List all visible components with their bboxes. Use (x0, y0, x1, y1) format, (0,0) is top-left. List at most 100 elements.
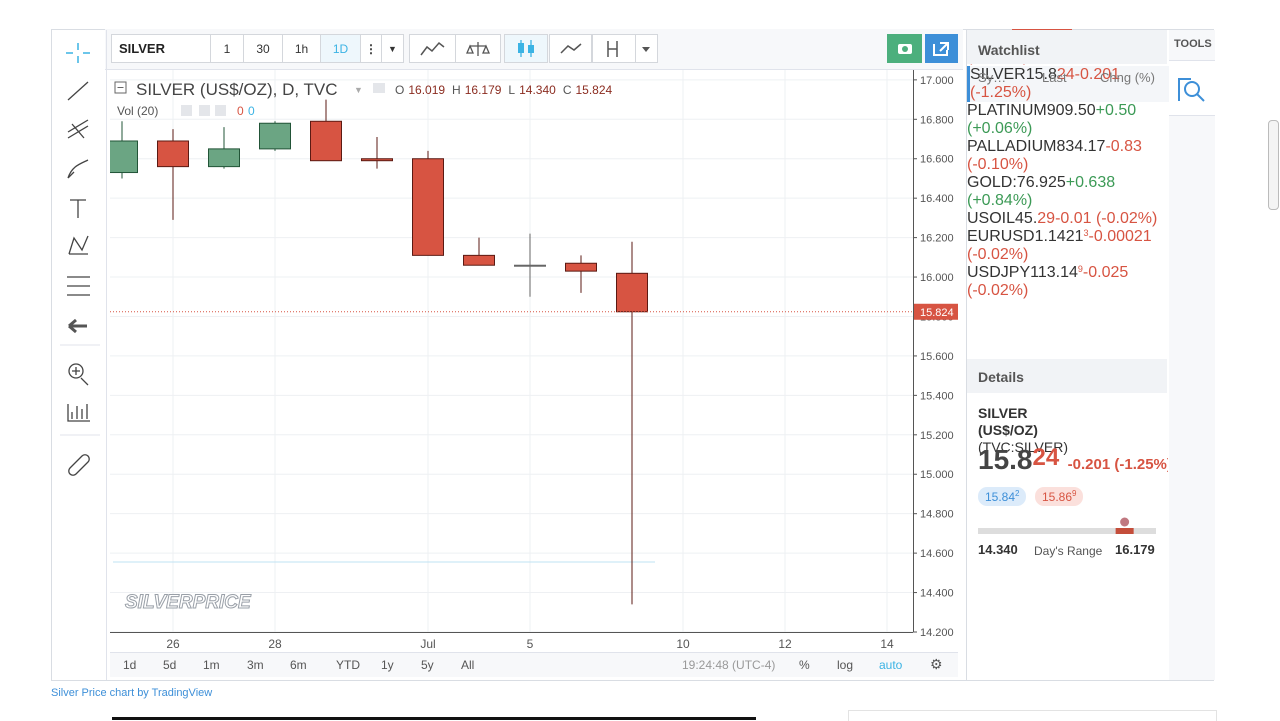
dropdown-button[interactable]: ▼ (381, 34, 404, 63)
day-high: 16.179 (1115, 542, 1155, 557)
candle-body (616, 272, 648, 313)
volume-remove[interactable] (215, 105, 226, 116)
watchlist-row[interactable]: USOIL45.29-0.01 (-0.02%) (967, 210, 1169, 228)
text-tool[interactable] (70, 199, 86, 218)
hide-tool[interactable] (68, 318, 87, 334)
range-button[interactable]: 6m (290, 658, 307, 672)
magnet-tool[interactable] (68, 454, 90, 476)
y-tick-label: 15.400 (920, 390, 954, 402)
symbol: PALLADIUM (967, 138, 1057, 155)
interval-button[interactable]: 1 (210, 34, 244, 63)
icon (607, 41, 618, 57)
interval-button[interactable]: 30 (243, 34, 283, 63)
measure-tool[interactable] (67, 404, 90, 422)
watchlist-row[interactable]: SILVER15.824-0.201 (-1.25%) (967, 66, 1169, 102)
watchlist-row[interactable]: PLATINUM909.50+0.50 (+0.06%) (967, 102, 1169, 138)
x-tick-label: 28 (268, 637, 282, 651)
legend-key: O (395, 83, 404, 97)
crosshair-tool[interactable] (66, 43, 90, 63)
legend-key: L (508, 83, 515, 97)
search-icon (1178, 78, 1205, 102)
watchlist-row[interactable]: USDJPY113.149-0.025 (-0.02%) (967, 264, 1169, 300)
pattern-tool[interactable] (68, 235, 89, 255)
x-tick-label: 10 (676, 637, 690, 651)
range-button[interactable]: 5y (421, 658, 434, 672)
details-price-tail: 24 (1032, 444, 1060, 471)
zoom-tool[interactable] (68, 363, 89, 386)
last-price-tail: 29 (1037, 210, 1056, 227)
watchlist-row[interactable]: PALLADIUM834.17-0.83 (-0.10%) (967, 138, 1169, 174)
last-price-tail: 24 (1056, 66, 1075, 83)
last-price: 45.29 (1015, 210, 1055, 227)
y-tick-label: 15.000 (920, 469, 954, 481)
collapse-button[interactable] (114, 81, 127, 94)
settings-icon[interactable] (373, 83, 385, 93)
icon (642, 47, 650, 52)
column-header[interactable]: Chng (%) (1100, 70, 1155, 85)
more-button[interactable]: ⋮ (360, 34, 382, 63)
drawing-tool-icons (60, 43, 100, 476)
range-button[interactable]: All (461, 658, 475, 672)
range-button[interactable]: 5d (163, 658, 177, 672)
candle-body (514, 264, 546, 267)
details-exchange: (TVC:SILVER) (978, 439, 1068, 455)
volume-hide[interactable] (199, 105, 210, 116)
watchlist-header: Watchlist (967, 30, 1167, 64)
range-button[interactable]: 1y (381, 658, 394, 672)
volume-settings[interactable] (181, 105, 192, 116)
icon (466, 42, 490, 56)
column-header[interactable]: Sy… (978, 70, 1007, 85)
y-tick-label: 14.600 (920, 548, 954, 560)
title-dropdown[interactable]: ▼ (354, 85, 363, 95)
clock: 19:24:48 (UTC-4) (682, 658, 776, 672)
last-price: 113.149 (1030, 264, 1083, 281)
brush-tool[interactable] (67, 159, 89, 179)
y-tick-label: 16.600 (920, 154, 954, 166)
indicators-button[interactable] (409, 34, 456, 63)
ask: 15.86 (1042, 490, 1073, 504)
y-tick-label: 15.200 (920, 430, 954, 442)
scale-option[interactable]: % (799, 658, 810, 672)
tools-panel: TOOLS (1169, 30, 1215, 680)
tools-tab[interactable] (1169, 60, 1215, 116)
candle-body (157, 140, 189, 168)
range-button[interactable]: YTD (336, 658, 360, 672)
range-track (978, 528, 1156, 534)
fib-tool[interactable] (67, 276, 90, 296)
details-price: 15.8 (978, 444, 1033, 475)
settings-button[interactable]: ⚙ (930, 656, 943, 672)
range-button[interactable]: 1d (123, 658, 137, 672)
watchlist-title: Watchlist (978, 42, 1040, 58)
y-tick-label: 14.200 (920, 627, 954, 639)
icon (560, 43, 582, 54)
range-button[interactable]: 1m (203, 658, 220, 672)
scrollbar[interactable] (1268, 120, 1279, 210)
last-price: 1.14213 (1035, 228, 1089, 245)
x-tick-label: 14 (880, 637, 894, 651)
details-symbol: SILVER (US$/OZ) (TVC:SILVER) (978, 405, 1088, 456)
footer-link[interactable]: Silver Price chart by TradingView (51, 687, 213, 699)
legend-value: 14.340 (519, 83, 556, 97)
y-tick-label: 16.800 (920, 114, 954, 126)
interval-button[interactable]: 1D (320, 34, 361, 63)
change: -0.83 (-0.10%) (967, 138, 1142, 173)
scale-option[interactable]: auto (879, 658, 903, 672)
candle-body (259, 122, 291, 150)
chart-type-button[interactable] (504, 34, 548, 63)
last-price-main: 45. (1015, 210, 1038, 227)
scale-option[interactable]: log (837, 658, 854, 672)
symbol-input[interactable]: SILVER (111, 34, 211, 63)
candle-body (463, 254, 495, 266)
watchlist-row[interactable]: GOLD:76.925+0.638 (+0.84%) (967, 174, 1169, 210)
last-price: 834.17 (1057, 138, 1106, 155)
interval-button[interactable]: 1h (282, 34, 321, 63)
trend-line-tool[interactable] (67, 81, 89, 101)
last-price-tail: 3 (1083, 228, 1089, 238)
y-tick-label: 16.200 (920, 233, 954, 245)
watchlist-row[interactable]: EURUSD1.14213-0.00021 (-0.02%) (967, 228, 1169, 264)
pitchfork-tool[interactable] (67, 119, 89, 139)
change: -0.201 (-1.25%) (970, 66, 1121, 101)
column-header[interactable]: Last (1042, 70, 1067, 85)
range-button[interactable]: 3m (247, 658, 264, 672)
symbol: USOIL (967, 210, 1016, 227)
